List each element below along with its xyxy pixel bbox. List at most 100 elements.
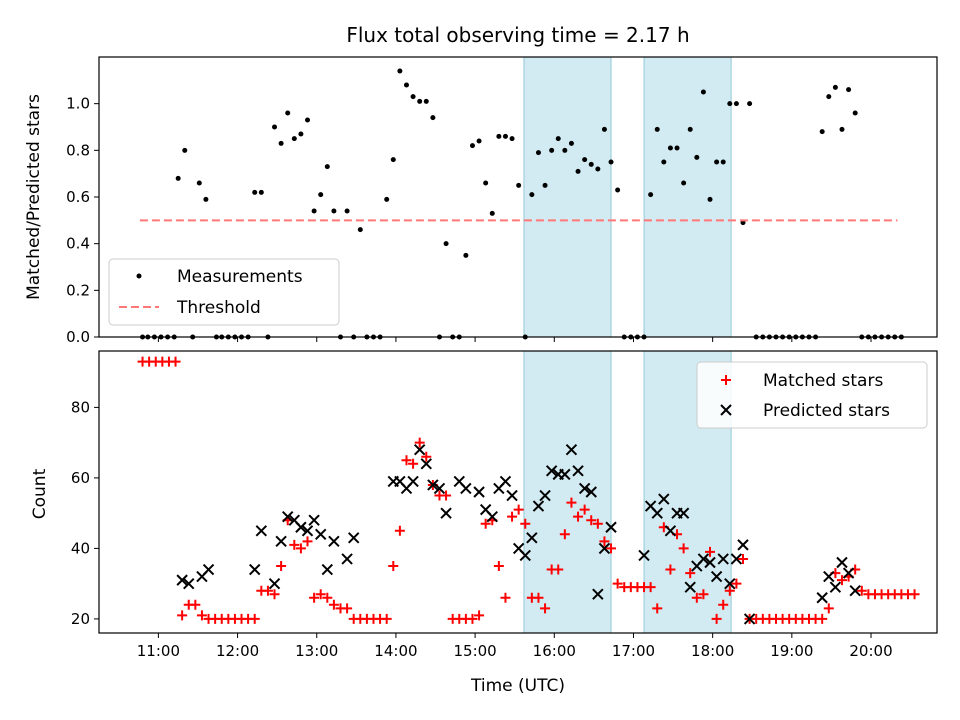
measurement-point bbox=[681, 180, 687, 186]
matched-stars-point bbox=[480, 518, 491, 529]
measurement-point bbox=[344, 208, 350, 214]
predicted-stars-point bbox=[486, 510, 498, 523]
matched-stars-point bbox=[342, 603, 353, 614]
predicted-stars-point bbox=[255, 525, 268, 537]
predicted-stars-point bbox=[314, 528, 327, 541]
matched-stars-point bbox=[817, 613, 828, 624]
measurement-point bbox=[476, 138, 482, 144]
measurement-point bbox=[529, 192, 535, 198]
measurement-point bbox=[278, 140, 284, 146]
predicted-stars-point bbox=[183, 577, 195, 590]
top-y-tick-label: 0.6 bbox=[66, 188, 90, 206]
top-series-measurements bbox=[140, 68, 904, 340]
measurement-point bbox=[496, 133, 502, 139]
predicted-stars-point bbox=[328, 535, 340, 548]
x-tick-label: 11:00 bbox=[137, 642, 180, 660]
matched-stars-point bbox=[170, 356, 181, 367]
measurement-point bbox=[311, 208, 317, 214]
matched-stars-point bbox=[678, 543, 689, 554]
top-shaded-interval bbox=[643, 56, 732, 338]
measurement-point bbox=[687, 126, 693, 132]
predicted-stars-point bbox=[499, 475, 512, 488]
predicted-stars-point bbox=[440, 507, 452, 519]
predicted-stars-point bbox=[684, 581, 696, 593]
measurement-point bbox=[601, 126, 607, 132]
matched-stars-point bbox=[507, 511, 518, 522]
matched-stars-point bbox=[856, 585, 867, 596]
measurement-point bbox=[568, 140, 574, 146]
measurement-point bbox=[740, 220, 746, 226]
measurement-point bbox=[318, 192, 324, 198]
predicted-stars-point bbox=[407, 475, 419, 488]
predicted-stars-point bbox=[578, 482, 591, 495]
measurement-point bbox=[582, 157, 588, 163]
measurement-point bbox=[272, 124, 278, 130]
measurement-point bbox=[549, 147, 555, 153]
predicted-stars-point bbox=[545, 465, 558, 477]
measurement-point bbox=[516, 182, 522, 188]
matched-stars-point bbox=[309, 592, 320, 603]
top-y-tick-label: 0.0 bbox=[66, 328, 90, 346]
bottom-shaded-interval bbox=[523, 350, 612, 634]
bottom-y-tick-label: 80 bbox=[71, 398, 90, 416]
predicted-stars-point bbox=[433, 482, 446, 495]
measurement-point bbox=[463, 252, 469, 258]
matched-stars-point bbox=[599, 536, 610, 547]
matched-stars-point bbox=[705, 546, 716, 557]
predicted-stars-point bbox=[176, 574, 188, 586]
predicted-stars-point bbox=[532, 500, 545, 512]
measurement-point bbox=[410, 94, 416, 100]
predicted-stars-point bbox=[651, 507, 663, 519]
predicted-stars-point bbox=[658, 493, 670, 505]
measurement-point bbox=[430, 115, 436, 121]
measurement-point bbox=[555, 136, 561, 142]
matched-stars-point bbox=[612, 578, 623, 589]
matched-stars-point bbox=[540, 603, 551, 614]
measurement-point bbox=[608, 159, 614, 165]
measurement-point bbox=[175, 175, 181, 181]
measurement-point bbox=[502, 133, 508, 139]
measurement-point bbox=[291, 136, 297, 142]
predicted-stars-point bbox=[420, 458, 432, 470]
matched-stars-point bbox=[566, 497, 577, 508]
predicted-stars-point bbox=[275, 535, 287, 548]
top-panel: 0.0 0.2 0.4 0.6 0.8 1.0 Measurements Threshold bbox=[66, 56, 938, 346]
measurement-point bbox=[305, 117, 311, 123]
measurement-point bbox=[720, 159, 726, 165]
predicted-stars-point bbox=[743, 613, 756, 625]
measurement-point bbox=[674, 145, 680, 151]
measurement-point bbox=[826, 94, 832, 100]
legend-box bbox=[108, 258, 340, 326]
matched-stars-point bbox=[592, 518, 603, 529]
matched-stars-point bbox=[724, 585, 735, 596]
matched-stars-point bbox=[493, 561, 504, 572]
matched-stars-point bbox=[388, 561, 399, 572]
top-y-tick-label: 1.0 bbox=[66, 95, 90, 113]
legend-predicted-label: Predicted stars bbox=[763, 401, 890, 421]
predicted-stars-point bbox=[829, 581, 842, 593]
bottom-y-tick-label: 40 bbox=[71, 539, 90, 557]
matched-stars-point bbox=[474, 610, 485, 621]
measurement-point bbox=[509, 136, 515, 142]
matched-stars-point bbox=[731, 578, 742, 589]
measurement-point bbox=[615, 187, 621, 193]
predicted-stars-point bbox=[473, 486, 485, 498]
predicted-stars-point bbox=[664, 525, 677, 537]
predicted-stars-point bbox=[717, 553, 729, 565]
matched-stars-point bbox=[315, 589, 326, 600]
legend-box bbox=[696, 361, 928, 429]
predicted-stars-point bbox=[849, 584, 861, 597]
measurement-point bbox=[397, 68, 403, 74]
predicted-stars-point bbox=[823, 570, 835, 583]
x-tick-label: 18:00 bbox=[691, 642, 734, 660]
measurement-point bbox=[575, 168, 581, 174]
top-y-tick-label: 0.8 bbox=[66, 141, 90, 159]
matched-stars-point bbox=[441, 490, 452, 501]
x-axis-label: Time (UTC) bbox=[470, 676, 565, 696]
matched-stars-point bbox=[401, 455, 412, 466]
matched-stars-point bbox=[559, 529, 570, 540]
matched-stars-point bbox=[322, 592, 333, 603]
legend-threshold-label: Threshold bbox=[176, 298, 261, 318]
measurement-point bbox=[390, 157, 396, 163]
